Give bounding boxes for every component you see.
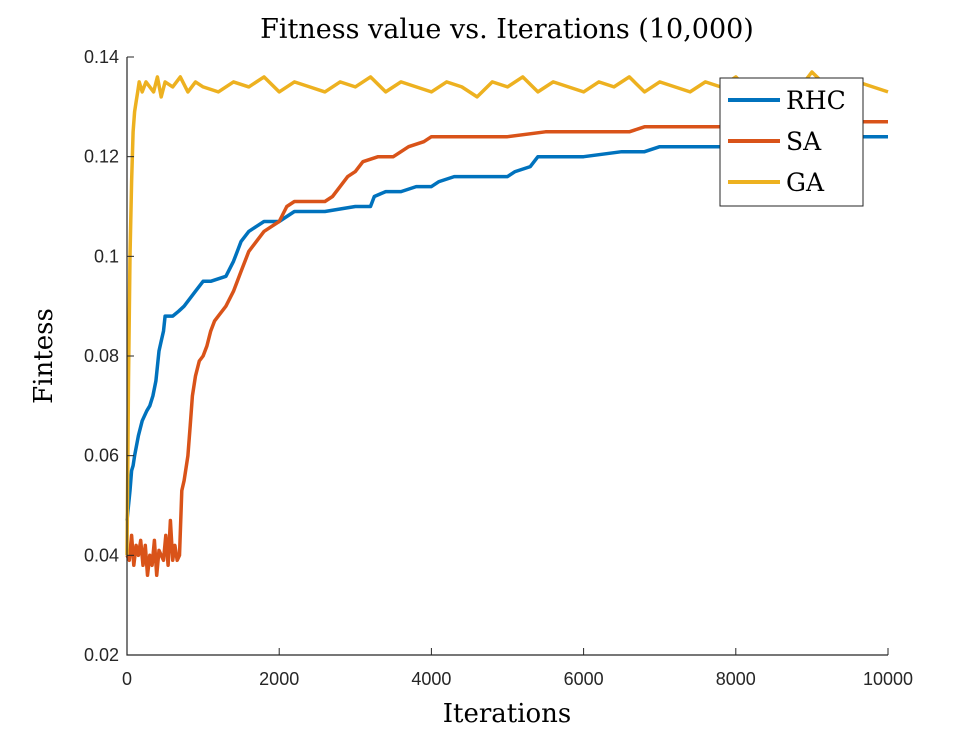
y-tick-label: 0.14 <box>84 47 119 67</box>
y-tick-label: 0.1 <box>94 246 119 266</box>
series-line-rhc <box>125 134 888 521</box>
y-axis-label: Fintess <box>29 308 59 404</box>
y-tick-label: 0.06 <box>84 446 119 466</box>
ticks-layer: 0 2000 4000 6000 8000 10000 0.02 0.04 0.06 0.08 0.… <box>84 47 913 689</box>
series-line-sa <box>125 120 888 578</box>
x-tick-label: 8000 <box>716 669 756 689</box>
y-tick-label: 0.08 <box>84 346 119 366</box>
y-tick-label: 0.04 <box>84 545 119 565</box>
y-tick-label: 0.12 <box>84 147 119 167</box>
x-tick-label: 10000 <box>863 669 913 689</box>
x-tick-label: 4000 <box>411 669 451 689</box>
legend-label-sa: SA <box>786 127 822 156</box>
legend-label-ga: GA <box>786 168 825 197</box>
chart-title: Fitness value vs. Iterations (10,000) <box>260 14 754 45</box>
x-tick-label: 2000 <box>259 669 299 689</box>
legend-label-rhc: RHC <box>786 86 846 115</box>
x-axis-label: Iterations <box>443 699 572 729</box>
x-tick-label: 6000 <box>564 669 604 689</box>
x-tick-label: 0 <box>122 669 132 689</box>
legend: RHC SA GA <box>719 77 864 207</box>
y-tick-label: 0.02 <box>84 645 119 665</box>
